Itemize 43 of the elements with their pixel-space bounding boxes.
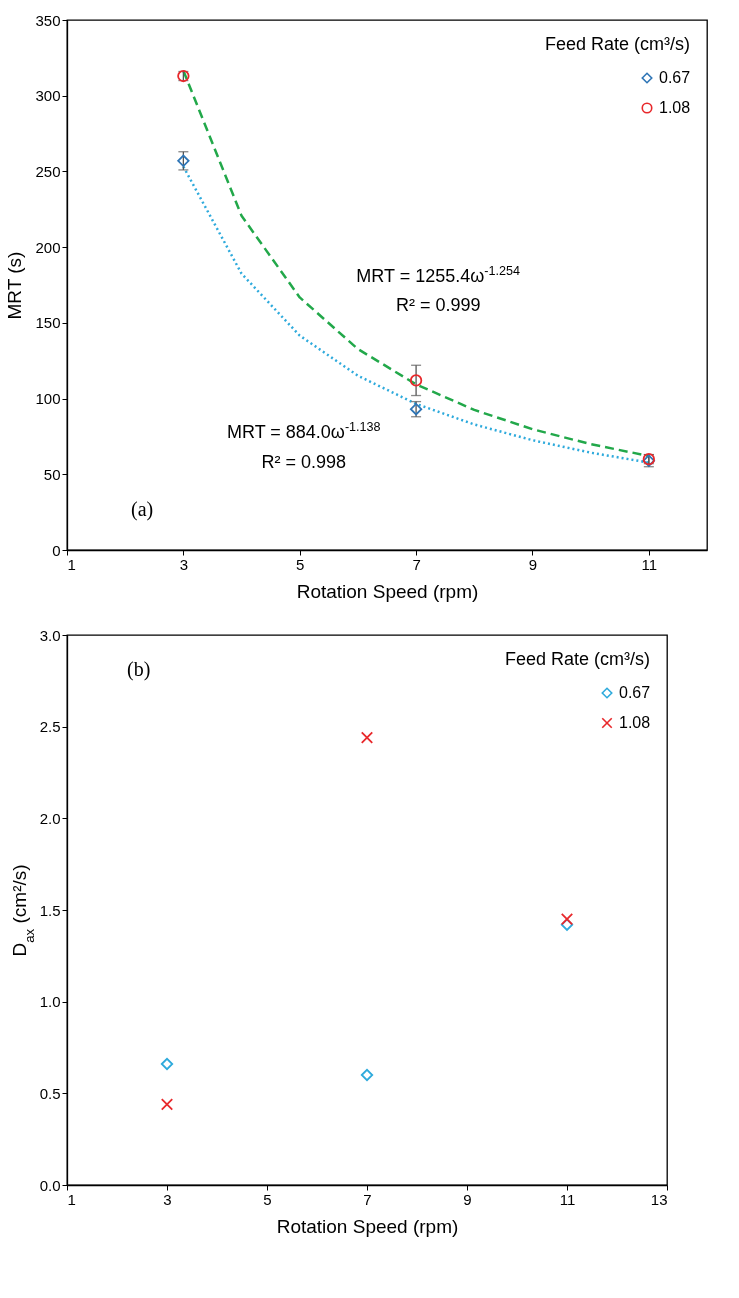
y-tick-label: 250 (35, 162, 61, 180)
x-tick-label: 9 (528, 555, 538, 573)
x-tick-label: 5 (296, 555, 305, 573)
legend-label: 0.67 (659, 69, 691, 86)
x-tick-label: 13 (650, 1190, 668, 1208)
x-tick-label: 9 (463, 1190, 472, 1208)
annotation: MRT = 1255.4ω$^{-1.254}$ (356, 264, 521, 287)
y-tick-label: 150 (35, 314, 61, 332)
y-tick-label: 300 (35, 87, 61, 105)
x-tick-label: 3 (179, 555, 189, 573)
legend-label: 1.08 (659, 99, 691, 116)
y-tick-label: 350 (35, 11, 61, 29)
y-tick-label: 1.5 (39, 901, 61, 919)
y-tick-label: 0.0 (39, 1176, 61, 1194)
x-axis-title: Rotation Speed (rpm) (296, 580, 479, 602)
annotation: R² = 0.998 (261, 451, 347, 472)
y-tick-label: 2.5 (39, 718, 61, 736)
x-tick-label: 1 (67, 1190, 76, 1208)
annotation: MRT = 884.0ω$^{-1.138}$ (226, 420, 381, 443)
y-tick-label: 100 (35, 390, 61, 408)
x-axis-title: Rotation Speed (rpm) (276, 1215, 459, 1237)
legend-label: 0.67 (619, 684, 651, 701)
annotation: (a) (131, 498, 154, 522)
x-tick-label: 5 (263, 1190, 272, 1208)
x-tick-label: 11 (559, 1190, 576, 1208)
x-tick-label: 3 (163, 1190, 172, 1208)
x-tick-label: 11 (641, 555, 658, 573)
legend-title: Feed Rate (cm³/s) (544, 34, 690, 54)
legend-title: Feed Rate (cm³/s) (504, 649, 650, 669)
annotation: (b) (127, 657, 151, 681)
y-tick-label: 0.5 (39, 1084, 61, 1102)
x-tick-label: 7 (363, 1190, 372, 1208)
y-tick-label: 3.0 (39, 626, 61, 644)
y-tick-label: 200 (35, 238, 61, 256)
y-axis-title: MRT (s) (4, 251, 26, 320)
x-tick-label: 1 (67, 555, 76, 573)
x-tick-label: 7 (412, 555, 421, 573)
annotation: R² = 0.999 (395, 295, 481, 316)
y-tick-label: 1.0 (39, 993, 61, 1011)
y-tick-label: 2.0 (39, 809, 61, 827)
legend-label: 1.08 (619, 714, 651, 731)
y-tick-label: 50 (43, 465, 61, 483)
y-tick-label: 0 (52, 541, 61, 559)
